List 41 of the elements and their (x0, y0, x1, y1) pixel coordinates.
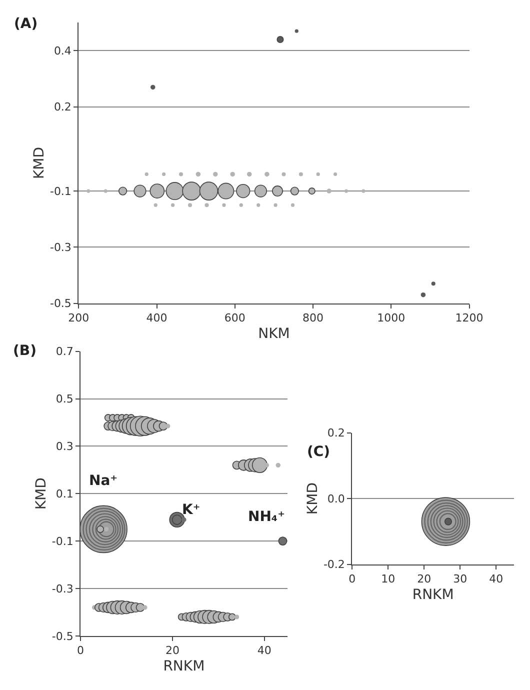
y-tick-label: -0.1 (50, 184, 72, 198)
y-tick-label: 0.7 (56, 345, 74, 358)
y-tick-label: -0.5 (52, 630, 74, 643)
y-tick-label: -0.3 (50, 241, 72, 254)
y-tick-label: 0.0 (327, 492, 345, 506)
y-tick-label: 0.3 (56, 440, 74, 454)
x-tick-label: 400 (146, 311, 168, 324)
x-tick-label: 40 (489, 572, 504, 586)
chart-title: (B) (13, 343, 36, 359)
y-axis-title: KMD (33, 478, 50, 510)
x-tick-label: 20 (417, 572, 432, 586)
x-axis-title: NKM (258, 326, 290, 342)
text: (C) (307, 444, 330, 460)
annotation: NH₄⁺ (248, 509, 285, 525)
x-tick-label: 10 (381, 572, 396, 586)
y-tick-label: 0.5 (56, 392, 74, 406)
x-tick-label: 600 (224, 311, 246, 324)
y-axis-title: KMD (305, 482, 322, 515)
x-tick-label: 1200 (455, 311, 484, 324)
y-axis-title: KMD (32, 146, 48, 180)
y-tick-label: -0.1 (52, 534, 74, 548)
x-tick-label: 800 (302, 311, 324, 324)
annotation: K⁺ (182, 502, 200, 518)
y-tick-label: -0.2 (323, 558, 345, 572)
x-tick-label: 0 (77, 644, 84, 658)
x-tick-label: 30 (453, 572, 468, 586)
x-tick-label: 40 (257, 644, 272, 658)
y-tick-label: 0.4 (54, 44, 72, 58)
y-tick-label: 0.2 (327, 426, 345, 440)
x-tick-label: 200 (68, 311, 90, 324)
y-tick-label: -0.5 (50, 297, 72, 310)
x-tick-label: 1000 (377, 311, 406, 324)
y-tick-label: -0.3 (52, 582, 74, 596)
x-axis-title: RNKM (163, 658, 205, 674)
y-tick-label: 0.2 (54, 100, 72, 114)
x-tick-label: 0 (348, 572, 356, 586)
chart-title: (A) (14, 16, 38, 32)
y-tick-label: 0.1 (56, 487, 74, 500)
x-axis-title: RNKM (412, 586, 454, 603)
annotation: Na⁺ (89, 473, 118, 489)
x-tick-label: 20 (165, 644, 180, 658)
